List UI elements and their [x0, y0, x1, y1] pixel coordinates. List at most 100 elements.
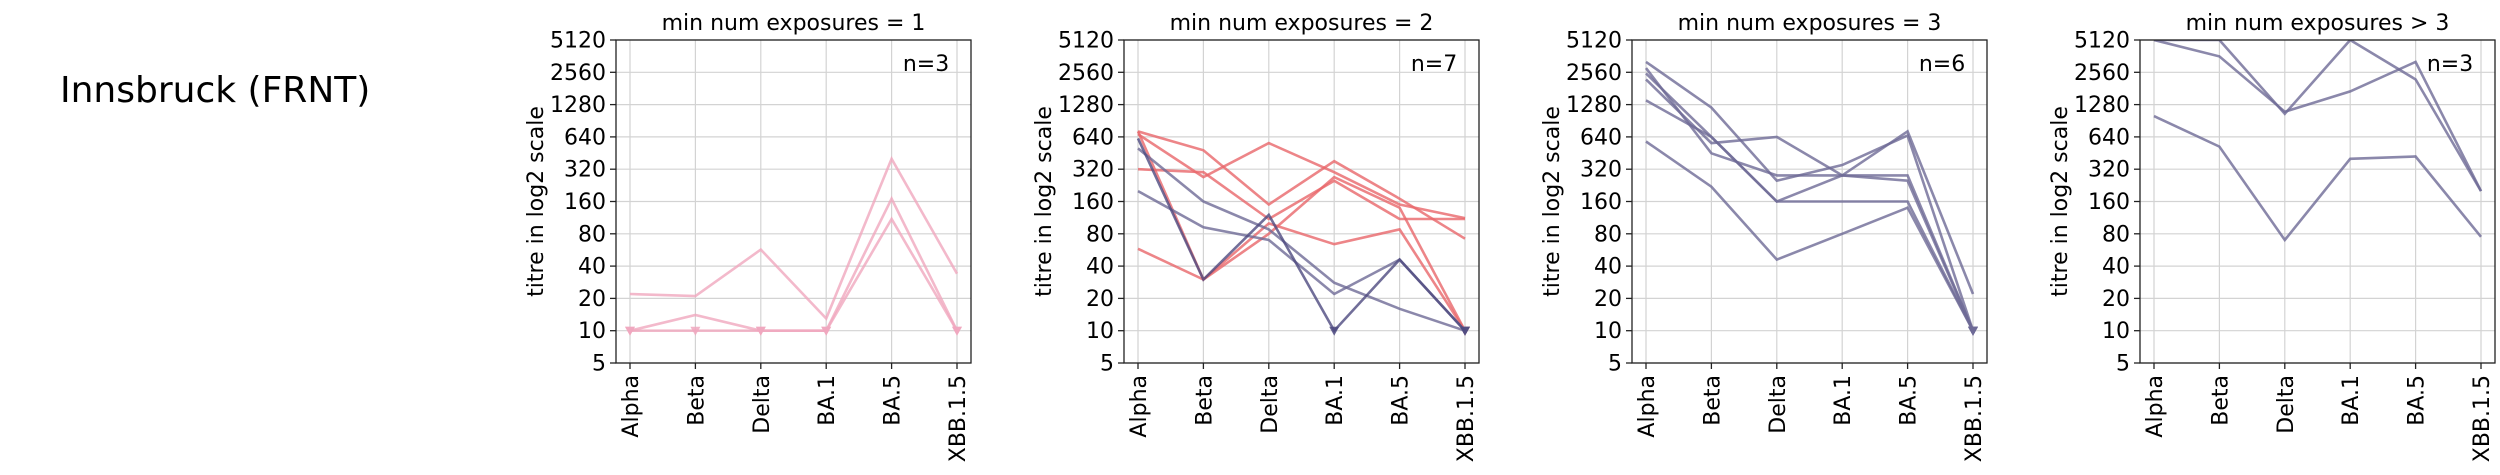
y-tick-label: 2560: [1058, 61, 1114, 86]
y-tick-label: 40: [1086, 255, 1114, 280]
y-tick-label: 1280: [550, 93, 606, 118]
series-line-2: [2153, 114, 2483, 243]
chart-panel-2: 5 10 20 40 80 160 320 640 1280 2560 5120 Alpha Beta D…: [1032, 11, 1480, 462]
chart-title: min num exposures = 3: [1678, 11, 1942, 36]
y-axis-label: titre in log2 scale: [2048, 106, 2073, 297]
x-tick-label: XBB.1.5: [946, 375, 971, 462]
x-tick-label: Alpha: [1635, 375, 1660, 438]
x-tick-label: BA.5: [2405, 375, 2430, 426]
y-tick-label: 20: [2102, 287, 2130, 312]
censored-marker: [690, 326, 701, 336]
y-tick-label: 5120: [1058, 29, 1114, 54]
x-tick-label: Alpha: [619, 375, 644, 438]
series-line-3: [630, 216, 959, 333]
x-tick-label: BA.5: [881, 375, 906, 426]
y-tick-label: 20: [1086, 287, 1114, 312]
y-tick-label: 5120: [2074, 29, 2130, 54]
series-line-1: [2153, 40, 2483, 192]
y-tick-label: 2560: [550, 61, 606, 86]
y-tick-label: 80: [2102, 222, 2130, 247]
y-tick-label: 5: [592, 352, 606, 377]
sample-count-annotation: n=3: [903, 52, 949, 77]
x-tick-label: XBB.1.5: [1454, 375, 1479, 462]
y-tick-label: 40: [1594, 255, 1622, 280]
series-line-7: [1137, 147, 1466, 332]
x-tick-label: BA.1: [815, 375, 840, 426]
y-tick-label: 5: [1608, 352, 1622, 377]
y-tick-label: 5: [2116, 352, 2130, 377]
row-title: Innsbruck (FRNT): [60, 70, 371, 111]
chart-title: min num exposures = 1: [662, 11, 926, 36]
y-axis-label: titre in log2 scale: [1540, 106, 1565, 297]
x-tick-label: BA.1: [1831, 375, 1856, 426]
x-tick-label: Beta: [1700, 375, 1725, 426]
censored-marker: [755, 326, 766, 336]
x-tick-label: Delta: [1258, 375, 1283, 434]
series-line-4: [1137, 221, 1467, 332]
sample-count-annotation: n=3: [2427, 52, 2473, 77]
x-tick-label: Delta: [2274, 375, 2299, 434]
series-line-4: [1644, 67, 1975, 332]
chart-title: min num exposures > 3: [2186, 11, 2450, 36]
chart-panel-3: 5 10 20 40 80 160 320 640 1280 2560 5120 Alpha Beta D…: [1540, 11, 1988, 462]
y-tick-label: 80: [1594, 222, 1622, 247]
y-tick-label: 20: [1594, 287, 1622, 312]
x-tick-label: Delta: [750, 375, 775, 434]
y-tick-label: 160: [2088, 190, 2130, 215]
x-tick-label: Alpha: [1127, 375, 1152, 438]
censored-marker: [952, 326, 962, 336]
x-tick-label: BA.5: [1389, 375, 1414, 426]
y-tick-label: 1280: [1058, 93, 1114, 118]
chart-panel-1: 5 10 20 40 80 160 320 640 1280 2560 5120 Alpha Beta D…: [524, 11, 972, 462]
y-tick-label: 5: [1100, 352, 1114, 377]
x-tick-label: Beta: [2208, 375, 2233, 426]
series-line-2: [1645, 72, 1975, 332]
y-tick-label: 5120: [1566, 29, 1622, 54]
x-tick-label: Alpha: [2143, 375, 2168, 438]
series-line-2: [629, 195, 959, 333]
x-tick-label: BA.1: [2339, 375, 2364, 426]
x-tick-label: BA.5: [1897, 375, 1922, 426]
y-tick-label: 80: [1086, 222, 1114, 247]
series-line-5: [1136, 130, 1467, 332]
y-axis-label: titre in log2 scale: [1032, 106, 1057, 297]
y-tick-label: 80: [578, 222, 606, 247]
series-line-1: [629, 155, 959, 321]
y-tick-label: 320: [2088, 158, 2130, 183]
censored-marker: [625, 326, 635, 336]
y-tick-label: 640: [564, 125, 606, 150]
y-tick-label: 10: [1594, 319, 1622, 344]
x-tick-label: Beta: [684, 375, 709, 426]
y-tick-label: 20: [578, 287, 606, 312]
chart-title: min num exposures = 2: [1170, 11, 1434, 36]
x-tick-label: BA.1: [1323, 375, 1348, 426]
y-tick-label: 640: [1072, 125, 1114, 150]
series-line-1: [1137, 130, 1466, 240]
x-tick-label: XBB.1.5: [1962, 375, 1987, 462]
series-line-8: [1136, 137, 1466, 333]
y-tick-label: 2560: [1566, 61, 1622, 86]
y-axis-label: titre in log2 scale: [524, 106, 549, 297]
y-tick-label: 10: [2102, 319, 2130, 344]
sample-count-annotation: n=6: [1919, 52, 1965, 77]
censored-marker: [1460, 326, 1470, 336]
series-line-6: [1137, 189, 1466, 332]
y-tick-label: 160: [1580, 190, 1622, 215]
y-tick-label: 40: [578, 255, 606, 280]
y-tick-label: 40: [2102, 255, 2130, 280]
x-tick-label: XBB.1.5: [2470, 375, 2495, 462]
series-line-6: [1645, 78, 1975, 295]
y-tick-label: 640: [1580, 125, 1622, 150]
y-tick-label: 320: [564, 158, 606, 183]
y-tick-label: 320: [1580, 158, 1622, 183]
censored-marker: [1329, 326, 1340, 336]
y-tick-label: 2560: [2074, 61, 2130, 86]
y-tick-label: 10: [578, 319, 606, 344]
sample-count-annotation: n=7: [1411, 52, 1457, 77]
y-tick-label: 640: [2088, 125, 2130, 150]
series-line-1: [1645, 60, 1975, 332]
series-line-3: [2154, 40, 2483, 192]
x-tick-label: Delta: [1766, 375, 1791, 434]
y-tick-label: 1280: [2074, 93, 2130, 118]
